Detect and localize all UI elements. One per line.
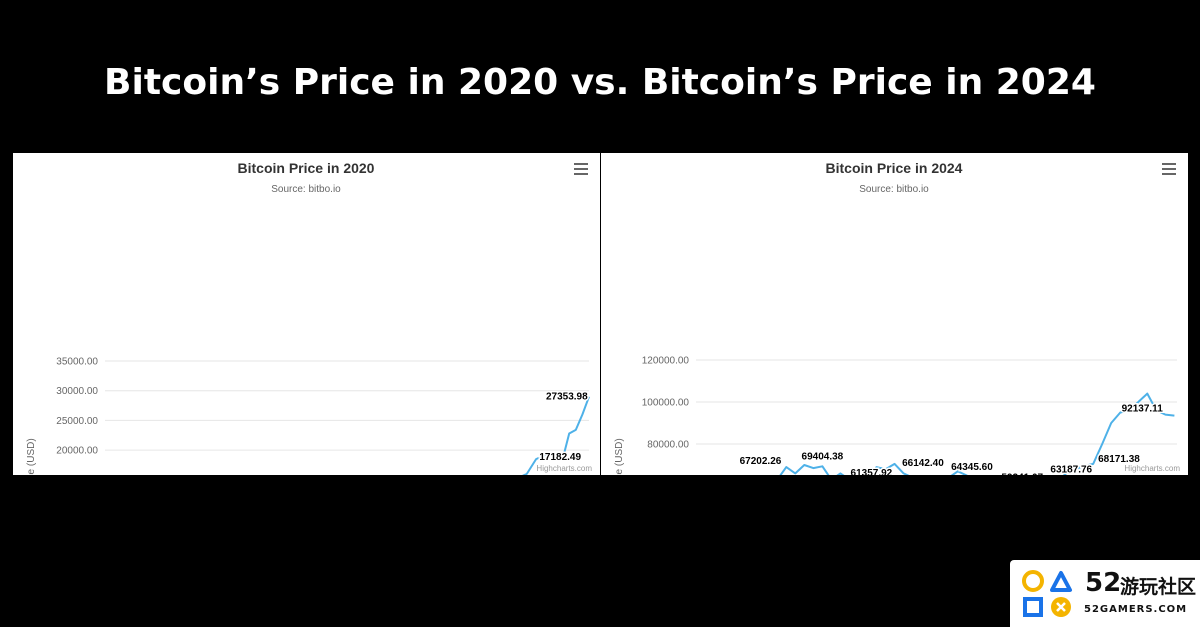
data-label: 17182.49 [539,452,581,463]
series-line [779,392,1175,475]
data-label: 67202.26 [740,456,782,467]
logo-number: 52 [1085,568,1122,598]
logo-shapes-icon [1022,570,1072,617]
watermark-logo: 52 游玩社区 52GAMERS.COM [1010,560,1200,627]
logo-site: 52GAMERS.COM [1084,604,1188,615]
data-label: 64345.60 [951,462,993,473]
y-tick-label: 30000.00 [56,386,98,397]
data-label: 61357.92 [851,468,893,475]
chart-subtitle: Source: bitbo.io [271,184,341,195]
chart-title: Bitcoin Price in 2024 [826,160,963,176]
chart-subtitle: Source: bitbo.io [859,184,929,195]
data-label: 63187.76 [1050,464,1092,475]
data-label: 92137.11 [1122,404,1164,415]
series-line [521,396,590,475]
y-tick-label: 25000.00 [56,416,98,427]
headline: Bitcoin’s Price in 2020 vs. Bitcoin’s Pr… [104,62,1096,103]
menu-icon[interactable] [574,163,588,175]
y-tick-label: 120000.00 [642,356,690,367]
menu-icon[interactable] [1162,163,1176,175]
y-tick-label: 80000.00 [647,440,689,451]
chart-title: Bitcoin Price in 2020 [238,160,375,176]
data-label: 27353.98 [546,391,588,402]
y-axis-label: Price (USD) [614,438,625,475]
data-label: 59241.07 [1001,473,1043,475]
data-label: 68171.38 [1098,454,1140,465]
logo-name: 游玩社区 [1120,576,1197,598]
y-tick-label: 20000.00 [56,446,98,457]
chart-credit: Highcharts.com [1124,464,1180,473]
y-tick-label: 100000.00 [642,398,690,409]
chart-credit: Highcharts.com [536,464,592,473]
data-label: 66142.40 [902,458,944,469]
data-label: 69404.38 [802,451,844,462]
y-axis-label: Price (USD) [26,438,37,475]
y-tick-label: 35000.00 [56,357,98,368]
